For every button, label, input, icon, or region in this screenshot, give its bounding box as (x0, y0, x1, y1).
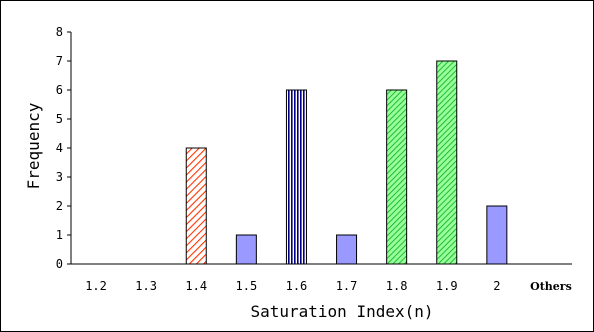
x-tick-label: 1.2 (85, 279, 107, 293)
y-tick-label: 0 (56, 257, 63, 271)
x-tick-label: 1.4 (185, 279, 207, 293)
y-tick-label: 8 (56, 25, 63, 39)
y-tick-label: 4 (56, 141, 63, 155)
x-tick-label: 1.3 (135, 279, 157, 293)
x-tick-label: 1.5 (236, 279, 258, 293)
x-tick-label: Others (530, 280, 572, 293)
y-tick-label: 5 (56, 112, 63, 126)
y-tick-label: 2 (56, 199, 63, 213)
x-tick-label: 1.7 (336, 279, 358, 293)
y-tick-label: 1 (56, 228, 63, 242)
bar-1.6 (285, 89, 307, 265)
bar-1.5 (235, 234, 257, 265)
x-tick-label: 1.8 (386, 279, 408, 293)
x-tick-label: 2 (493, 279, 500, 293)
bar-1.4 (185, 147, 207, 265)
x-tick-label: 1.9 (436, 279, 458, 293)
y-tick-label: 7 (56, 54, 63, 68)
x-axis-title: Saturation Index(n) (250, 302, 433, 321)
bar-1.8 (386, 89, 408, 265)
y-tick-label: 6 (56, 83, 63, 97)
y-axis-title: Frequency (24, 102, 43, 189)
bar-1.9 (436, 60, 458, 265)
bar-2 (486, 205, 508, 265)
x-tick-label: 1.6 (286, 279, 308, 293)
y-tick-label: 3 (56, 170, 63, 184)
bar-1.7 (336, 234, 358, 265)
